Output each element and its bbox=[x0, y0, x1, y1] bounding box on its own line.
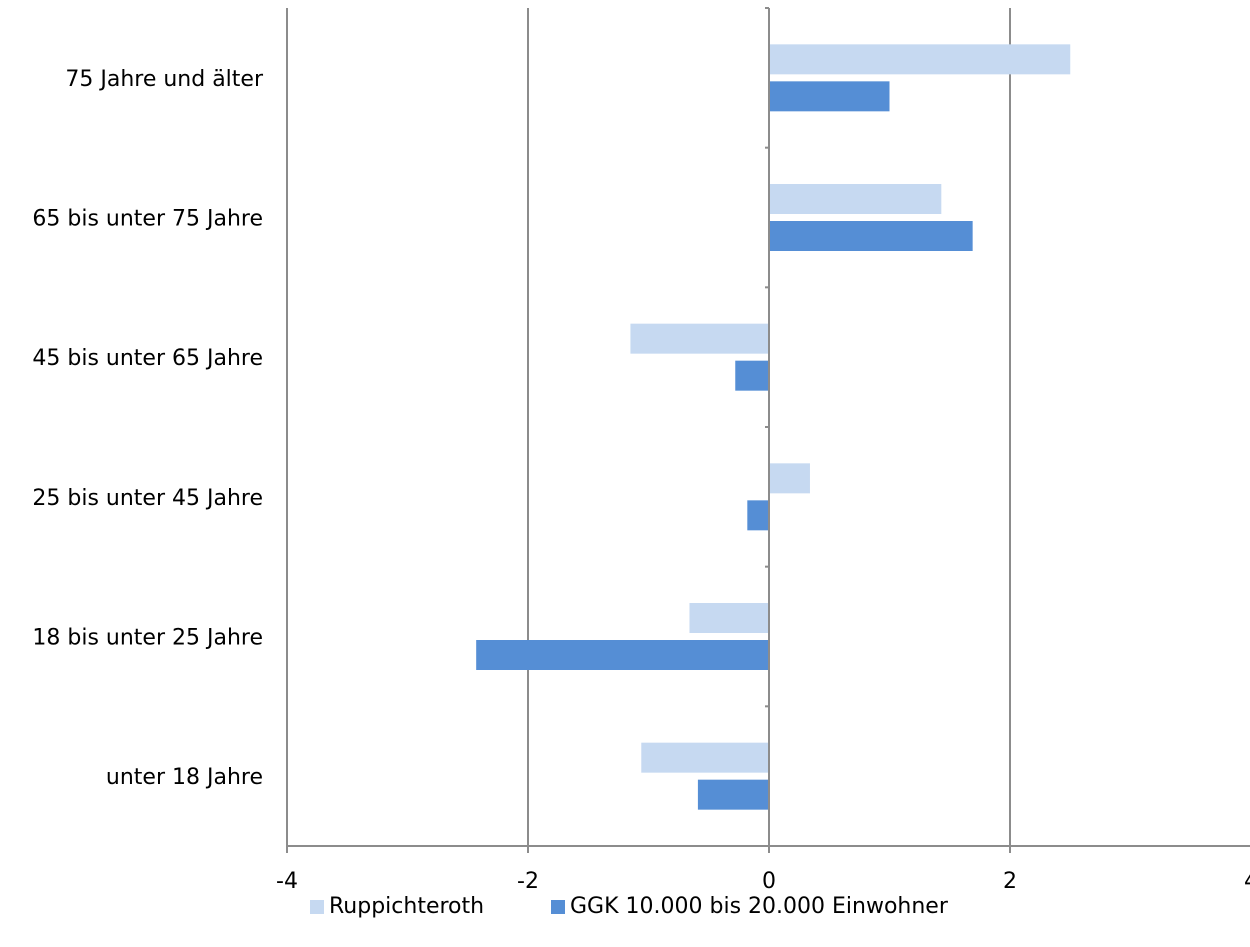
bar-series-1 bbox=[630, 323, 769, 354]
category-label: 25 bis unter 45 Jahre bbox=[32, 486, 263, 511]
legend-swatch-series-2 bbox=[551, 900, 565, 914]
x-tick-label: 2 bbox=[1003, 869, 1017, 890]
bar-series-2 bbox=[769, 81, 890, 112]
bar-series-1 bbox=[769, 44, 1071, 75]
bar-series-1 bbox=[769, 463, 810, 494]
axes bbox=[286, 7, 1250, 853]
x-tick-label: -4 bbox=[276, 869, 298, 890]
x-tick-label: -2 bbox=[517, 869, 539, 890]
bar-series-2 bbox=[697, 779, 769, 810]
legend-item-series-2: GGK 10.000 bis 20.000 Einwohner bbox=[551, 893, 948, 921]
bar-series-2 bbox=[769, 221, 973, 251]
bar-series-2 bbox=[476, 640, 769, 670]
bar-series-1 bbox=[641, 742, 769, 773]
legend: Ruppichteroth GGK 10.000 bis 20.000 Einw… bbox=[0, 893, 1250, 933]
legend-item-series-1: Ruppichteroth bbox=[310, 893, 484, 921]
category-labels: 75 Jahre und älter 65 bis unter 75 Jahre 4… bbox=[32, 67, 264, 790]
legend-swatch-series-1 bbox=[310, 900, 324, 914]
legend-label-series-2: GGK 10.000 bis 20.000 Einwohner bbox=[570, 894, 948, 919]
bars bbox=[476, 44, 1071, 810]
bar-series-2 bbox=[747, 500, 769, 531]
x-tick-label: 0 bbox=[762, 869, 776, 890]
category-label: 45 bis unter 65 Jahre bbox=[32, 346, 263, 371]
category-label: 75 Jahre und älter bbox=[65, 67, 264, 92]
gridlines bbox=[286, 8, 1011, 846]
tick-labels: -4 -2 0 2 4 bbox=[276, 869, 1250, 890]
category-label: unter 18 Jahre bbox=[106, 765, 263, 790]
bar-series-1 bbox=[689, 603, 769, 633]
bar-series-2 bbox=[735, 360, 769, 391]
category-label: 65 bis unter 75 Jahre bbox=[32, 207, 263, 232]
bar-series-1 bbox=[769, 184, 942, 214]
legend-label-series-1: Ruppichteroth bbox=[329, 894, 485, 919]
x-tick-label: 4 bbox=[1244, 869, 1250, 890]
category-label: 18 bis unter 25 Jahre bbox=[32, 626, 263, 651]
bar-chart: -4 -2 0 2 4 75 Jahre und älter 65 bis unter 7… bbox=[32, 7, 1250, 890]
